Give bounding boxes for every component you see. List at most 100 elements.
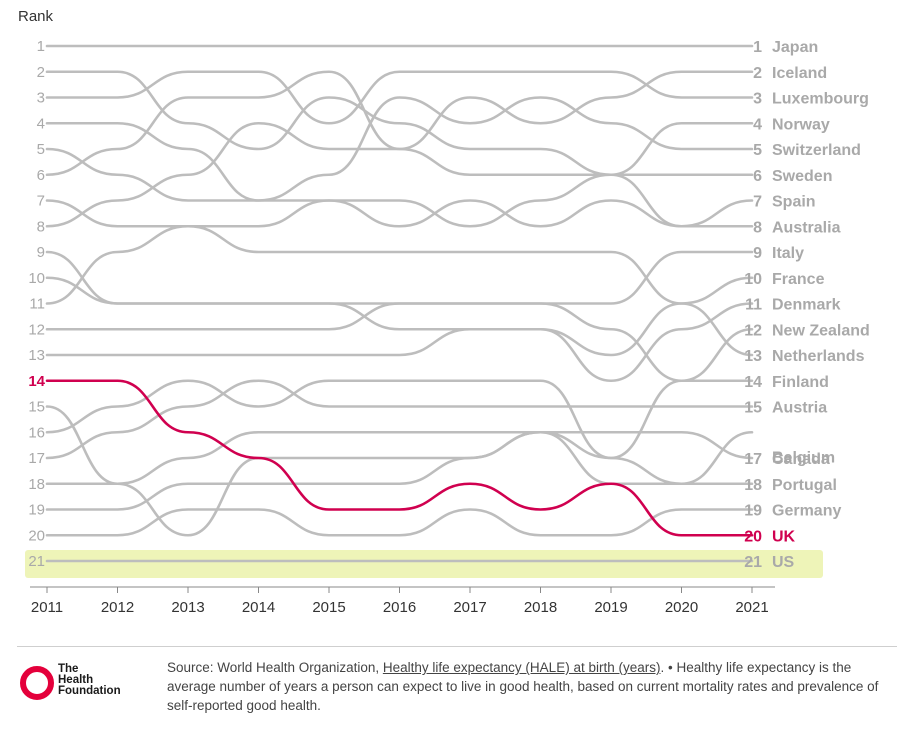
rank-label-20: 20: [28, 527, 45, 544]
country-label-switzerland: Switzerland: [772, 142, 861, 159]
final-rank-norway: 4: [753, 116, 762, 133]
rank-label-1: 1: [37, 38, 45, 55]
x-tick-label-2013: 2013: [171, 599, 204, 616]
series-line-luxembourg: [45, 70, 754, 125]
series-line-canada: [45, 430, 754, 486]
final-rank-austria: 15: [744, 400, 762, 417]
final-rank-australia: 8: [753, 219, 762, 236]
x-tick-label-2021: 2021: [735, 599, 768, 616]
x-tick-label-2020: 2020: [665, 599, 698, 616]
rank-label-19: 19: [28, 502, 45, 519]
x-tick-label-2012: 2012: [101, 599, 134, 616]
final-rank-new-zealand: 12: [744, 322, 762, 339]
rank-label-13: 13: [28, 347, 45, 364]
rank-label-12: 12: [28, 321, 45, 338]
final-rank-netherlands: 13: [744, 348, 762, 365]
final-rank-switzerland: 5: [753, 142, 762, 159]
country-label-spain: Spain: [772, 194, 816, 211]
series-line-norway: [45, 70, 754, 177]
country-label-austria: Austria: [772, 400, 827, 417]
x-tick-label-2016: 2016: [383, 599, 416, 616]
country-label-portugal: Portugal: [772, 477, 837, 494]
final-rank-portugal: 18: [744, 477, 762, 494]
rank-label-6: 6: [37, 167, 45, 184]
final-rank-canada: 17: [744, 451, 762, 468]
final-rank-japan: 1: [753, 39, 762, 56]
rank-label-2: 2: [37, 64, 45, 81]
rank-label-15: 15: [28, 399, 45, 416]
series-line-switzerland: [45, 96, 754, 202]
rank-label-11: 11: [29, 296, 45, 313]
country-label-finland: Finland: [772, 374, 829, 391]
x-tick-label-2011: 2011: [31, 599, 63, 616]
source-link[interactable]: Healthy life expectancy (HALE) at birth …: [382, 660, 661, 675]
final-rank-sweden: 6: [753, 168, 762, 185]
x-tick-label-2018: 2018: [524, 599, 557, 616]
rank-label-4: 4: [37, 115, 45, 132]
us-highlight-band: [25, 550, 823, 578]
series-line-spain: [45, 199, 754, 228]
rank-label-7: 7: [37, 193, 45, 210]
logo-line-1: The: [58, 663, 79, 675]
country-label-belgium: Belgium: [772, 449, 835, 466]
country-label-italy: Italy: [772, 245, 804, 262]
country-labels-right: 1 Japan 2 Iceland 3 Luxembourg 4 Norway 5 Switzer…: [744, 39, 870, 571]
final-rank-iceland: 2: [753, 65, 762, 82]
country-label-norway: Norway: [772, 116, 830, 133]
country-label-luxembourg: Luxembourg: [772, 91, 869, 108]
logo-line-2: Health: [58, 674, 94, 686]
country-label-japan: Japan: [772, 39, 818, 56]
footer-divider: [17, 646, 897, 647]
rank-label-21: 21: [28, 553, 45, 570]
country-label-france: France: [772, 271, 825, 288]
x-tick-label-2014: 2014: [242, 599, 275, 616]
country-label-australia: Australia: [772, 219, 841, 236]
series-line-finland: [45, 379, 754, 460]
rank-label-18: 18: [28, 476, 45, 493]
x-tick-label-2017: 2017: [453, 599, 486, 616]
series-line-belgium: [45, 405, 754, 537]
country-label-canada: Canada: [772, 451, 830, 468]
rank-label-10: 10: [28, 270, 45, 287]
final-rank-italy: 9: [753, 245, 762, 262]
health-foundation-logo: The Health Foundation: [20, 663, 160, 704]
country-label-us: US: [772, 554, 795, 571]
series-line-new-zealand: [45, 302, 754, 383]
series-line-sweden: [45, 121, 754, 228]
country-label-netherlands: Netherlands: [772, 348, 865, 365]
series-line-germany: [45, 508, 754, 537]
rank-label-5: 5: [37, 141, 45, 158]
logo-ring-icon: [20, 666, 54, 700]
rank-label-17: 17: [28, 450, 45, 467]
series-line-france: [45, 224, 754, 305]
series-line-uk: [45, 379, 754, 537]
rank-label-14: 14: [28, 373, 45, 390]
country-label-germany: Germany: [772, 503, 841, 520]
rank-label-8: 8: [37, 218, 45, 235]
y-axis-title: Rank: [18, 8, 54, 25]
x-tick-label-2019: 2019: [594, 599, 627, 616]
x-tick-label-2015: 2015: [312, 599, 345, 616]
final-rank-spain: 7: [753, 194, 762, 211]
final-rank-germany: 19: [744, 503, 762, 520]
series-line-australia: [45, 147, 754, 228]
source-suffix: . • Healthy life expectancy is the avera…: [167, 660, 879, 713]
source-prefix: Source: World Health Organization,: [167, 660, 383, 675]
final-rank-us: 21: [744, 554, 762, 571]
final-rank-uk: 20: [744, 528, 762, 545]
series-line-portugal: [45, 430, 754, 511]
series-line-denmark: [45, 276, 754, 383]
final-rank-denmark: 11: [745, 297, 762, 314]
rank-label-3: 3: [37, 90, 45, 107]
logo-line-3: Foundation: [58, 685, 121, 697]
rank-label-16: 16: [28, 424, 45, 441]
rank-label-9: 9: [37, 244, 45, 261]
x-axis-ticks: 2011 2012 2013 2014 2015 2016 2017 2018 2019 2020…: [31, 587, 769, 616]
country-label-uk: UK: [772, 528, 796, 545]
series-lines: [45, 44, 754, 563]
country-label-sweden: Sweden: [772, 168, 832, 185]
final-rank-france: 10: [744, 271, 762, 288]
country-label-denmark: Denmark: [772, 297, 841, 314]
